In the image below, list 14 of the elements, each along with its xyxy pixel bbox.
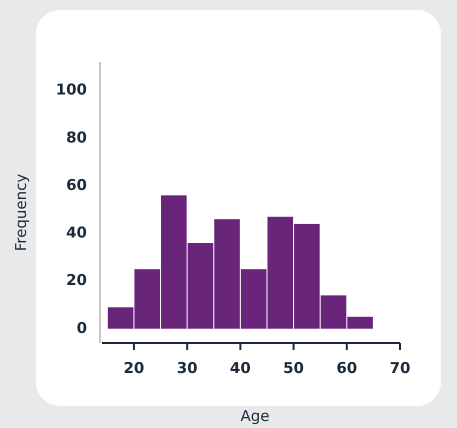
y-tick-label: 40 <box>66 224 87 242</box>
y-axis-title: Frequency <box>12 174 30 252</box>
x-tick-label: 40 <box>230 359 251 377</box>
x-tick-label: 20 <box>123 359 144 377</box>
y-tick-label: 80 <box>66 128 87 146</box>
y-tick-label: 100 <box>56 80 87 99</box>
y-tick-label: 60 <box>66 176 87 194</box>
x-tick-label: 60 <box>336 359 358 377</box>
x-tick-label: 50 <box>283 359 304 377</box>
x-tick-label: 70 <box>390 359 410 377</box>
y-tick-label: 0 <box>76 318 87 337</box>
x-axis-title: Age <box>240 407 270 425</box>
x-tick-label: 30 <box>176 359 198 377</box>
y-tick-label: 20 <box>66 271 87 290</box>
